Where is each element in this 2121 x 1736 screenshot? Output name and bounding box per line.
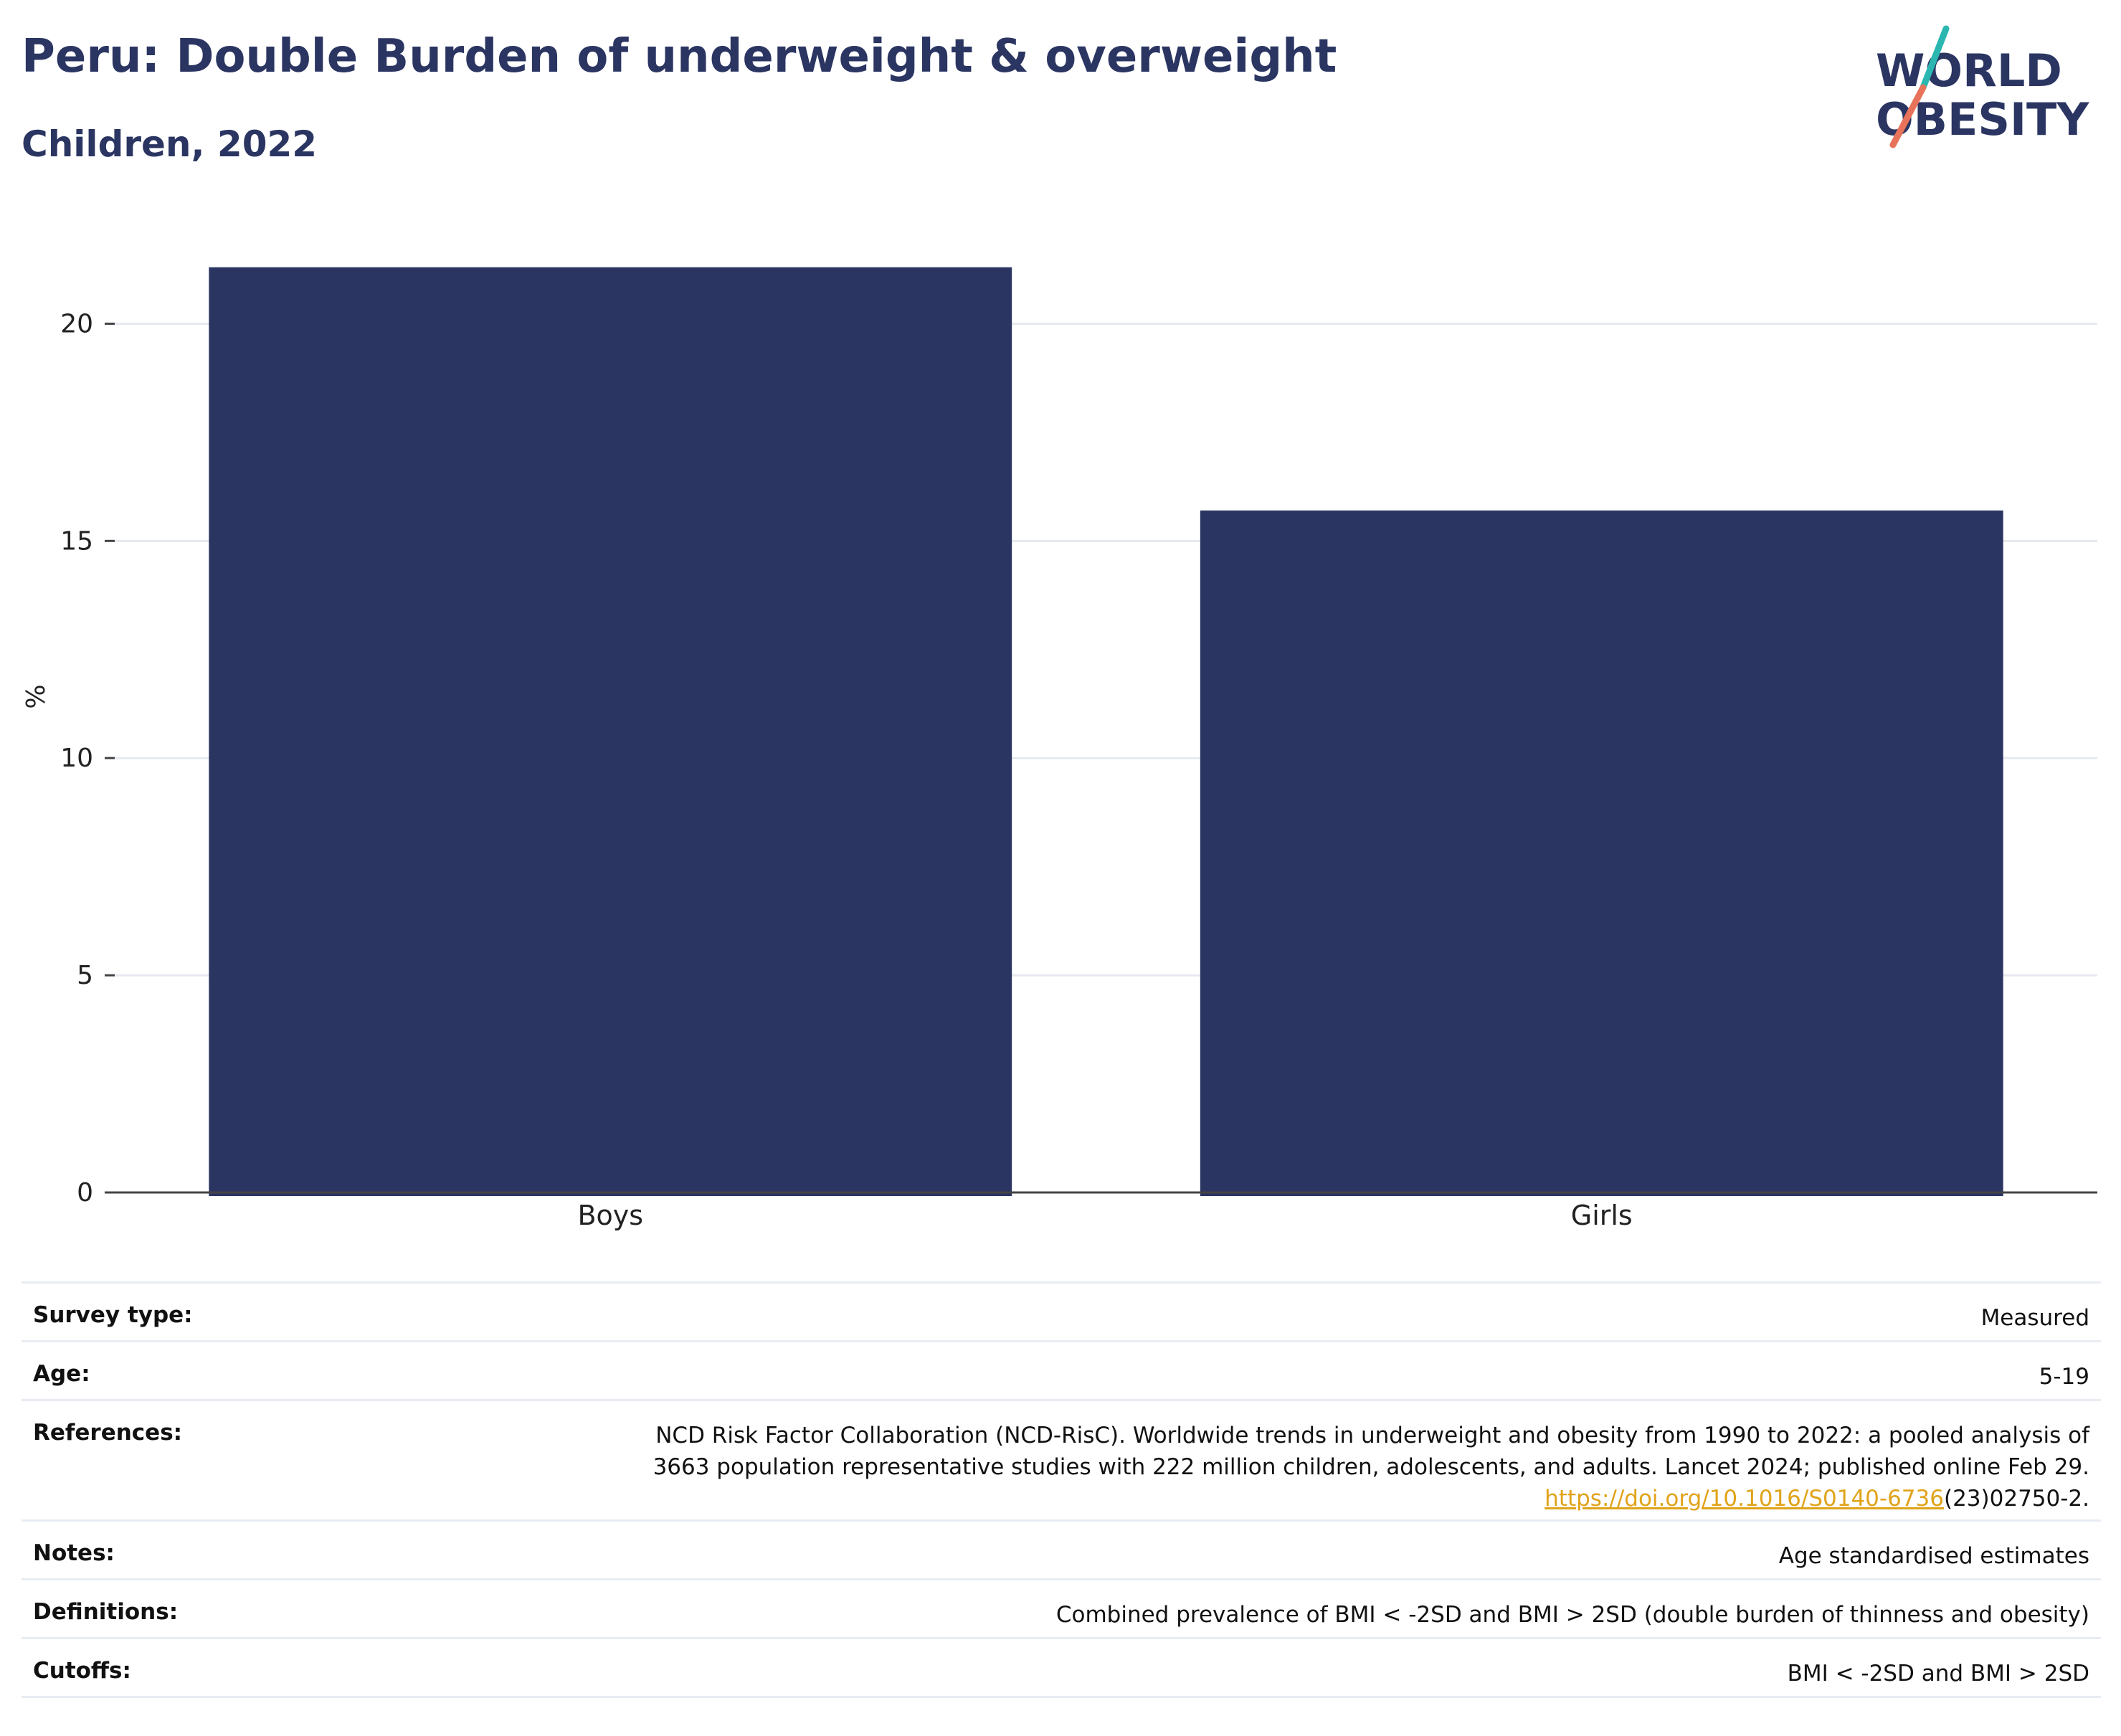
y-tick-label: 20 [60, 309, 93, 338]
info-row-age: Age: 5-19 [22, 1340, 2101, 1400]
logo-word-world: WORLD [1876, 44, 2062, 97]
world-obesity-logo[interactable]: WORLD OBESITY [1871, 22, 2101, 151]
x-tick-label-boys: Boys [577, 1200, 643, 1231]
definitions-value: Combined prevalence of BMI < -2SD and BM… [523, 1578, 2101, 1638]
info-row-definitions: Definitions: Combined prevalence of BMI … [22, 1578, 2101, 1638]
references-line-1: NCD Risk Factor Collaboration (NCD-RisC)… [655, 1423, 2089, 1448]
page-title: Peru: Double Burden of underweight & ove… [22, 30, 1337, 83]
logo-word-obesity: OBESITY [1876, 93, 2089, 146]
references-doi-suffix: (23)02750-2. [1943, 1486, 2089, 1512]
references-line-2: 3663 population representative studies w… [653, 1454, 2089, 1480]
y-tick-label: 0 [77, 1178, 93, 1208]
info-table: Survey type: Measured Age: 5-19 Referenc… [22, 1281, 2101, 1698]
y-tick-label: 15 [60, 526, 93, 556]
definitions-label: Definitions: [22, 1578, 523, 1638]
references-value: NCD Risk Factor Collaboration (NCD-RisC)… [523, 1399, 2101, 1521]
info-row-cutoffs: Cutoffs: BMI < -2SD and BMI > 2SD [22, 1637, 2101, 1698]
y-tick-label: 10 [60, 744, 93, 773]
references-doi-link[interactable]: https://doi.org/10.1016/S0140-6736 [1545, 1486, 1944, 1512]
bar-boys[interactable] [209, 267, 1012, 1196]
age-value: 5-19 [523, 1340, 2101, 1400]
y-tick-label: 5 [77, 961, 93, 990]
references-label: References: [22, 1399, 523, 1521]
page-subtitle: Children, 2022 [22, 123, 318, 165]
logo-slash-coral [1889, 84, 1927, 148]
references-line-3: https://doi.org/10.1016/S0140-6736(23)02… [523, 1483, 2089, 1514]
survey-type-label: Survey type: [22, 1281, 523, 1342]
bar-girls[interactable] [1200, 510, 2003, 1196]
x-tick-label-girls: Girls [1571, 1200, 1633, 1231]
survey-type-value: Measured [523, 1281, 2101, 1342]
bar-chart: 0 5 10 15 20 Boys Girls % [22, 267, 2097, 1231]
x-tick-labels: Boys Girls [577, 1200, 1632, 1231]
notes-value: Age standardised estimates [523, 1519, 2101, 1580]
info-row-notes: Notes: Age standardised estimates [22, 1519, 2101, 1580]
info-row-references: References: NCD Risk Factor Collaboratio… [22, 1399, 2101, 1521]
y-tick-labels: 0 5 10 15 20 [60, 309, 115, 1208]
y-axis-label: % [22, 684, 51, 708]
info-row-survey-type: Survey type: Measured [22, 1281, 2101, 1342]
bars [209, 267, 2003, 1196]
notes-label: Notes: [22, 1519, 523, 1580]
logo-slash-teal [1920, 25, 1950, 91]
age-label: Age: [22, 1340, 523, 1400]
cutoffs-label: Cutoffs: [22, 1637, 523, 1698]
cutoffs-value: BMI < -2SD and BMI > 2SD [523, 1637, 2101, 1698]
